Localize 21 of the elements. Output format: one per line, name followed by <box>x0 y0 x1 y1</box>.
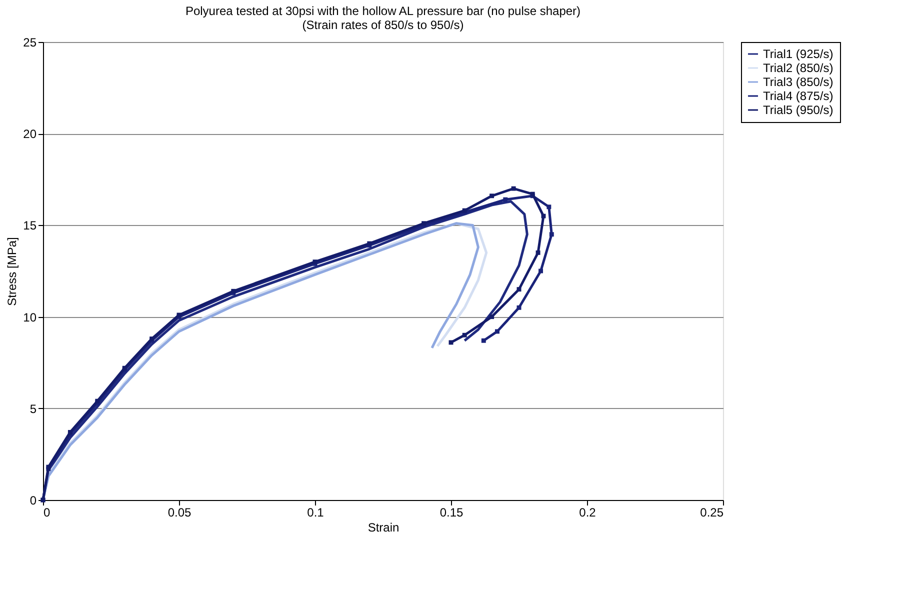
legend-label: Trial3 (850/s) <box>763 75 834 89</box>
text: Polyurea tested at 30psi with the hollow AL pressure bar (no pulse shaper) <box>185 4 581 18</box>
y-tick-label: 10 <box>23 310 37 324</box>
y-tick-label: 0 <box>30 494 37 508</box>
x-tick-label: 0 <box>44 506 50 520</box>
legend-label: Trial4 (875/s) <box>763 89 834 103</box>
x-tick-label: 0.25 <box>700 506 724 520</box>
legend-label: Trial2 (850/s) <box>763 61 834 75</box>
y-tick-label: 15 <box>23 218 37 233</box>
legend-label: Trial5 (950/s) <box>763 103 834 117</box>
x-tick-label: 0.2 <box>579 506 596 520</box>
y-tick-label: 25 <box>23 36 37 50</box>
x-tick-label: 0.15 <box>440 506 464 520</box>
x-tick-label: 0.1 <box>307 506 324 520</box>
y-tick-label: 20 <box>23 127 37 142</box>
y-tick-label: 5 <box>30 402 37 416</box>
text: (Strain rates of 850/s to 950/s) <box>302 18 464 32</box>
x-tick-label: 0.05 <box>168 506 192 520</box>
x-axis-title: Strain <box>368 520 400 534</box>
legend-label: Trial1 (925/s) <box>763 47 834 61</box>
y-axis-title: Stress [MPa] <box>5 237 20 306</box>
